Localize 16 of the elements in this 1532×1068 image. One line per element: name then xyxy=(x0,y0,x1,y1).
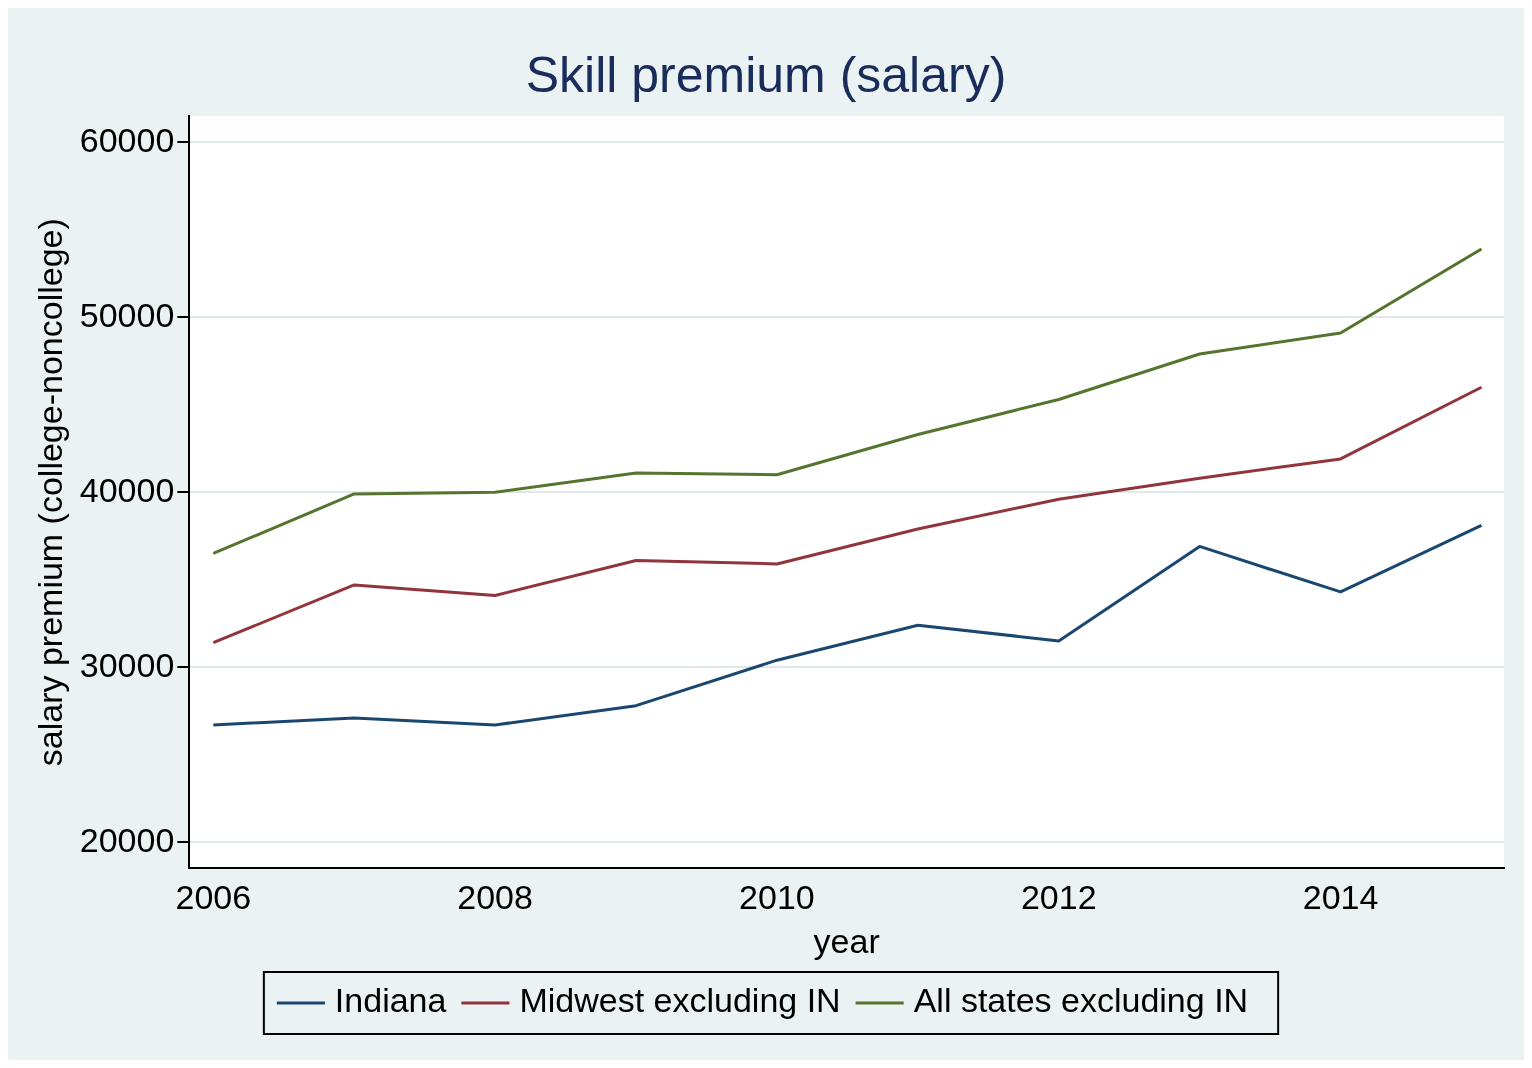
x-tick-label: 2008 xyxy=(457,878,533,917)
y-tick-label: 20000 xyxy=(79,820,175,859)
x-tick-label: 2012 xyxy=(1020,878,1097,917)
legend-label: All states excluding IN xyxy=(913,981,1249,1020)
chart-title: Skill premium (salary) xyxy=(525,46,1007,103)
y-tick-label: 50000 xyxy=(79,295,175,334)
y-tick-label: 60000 xyxy=(79,120,175,159)
x-tick-label: 2006 xyxy=(175,878,252,917)
x-tick-label: 2010 xyxy=(739,878,815,917)
y-tick-label: 30000 xyxy=(79,645,175,684)
legend-label: Midwest excluding IN xyxy=(519,981,841,1020)
y-tick-label: 40000 xyxy=(79,470,175,509)
x-axis-title: year xyxy=(813,921,880,960)
x-tick-label: 2014 xyxy=(1302,878,1379,917)
legend-label: Indiana xyxy=(334,981,447,1020)
y-axis-title: salary premium (college-noncollege) xyxy=(30,218,69,767)
